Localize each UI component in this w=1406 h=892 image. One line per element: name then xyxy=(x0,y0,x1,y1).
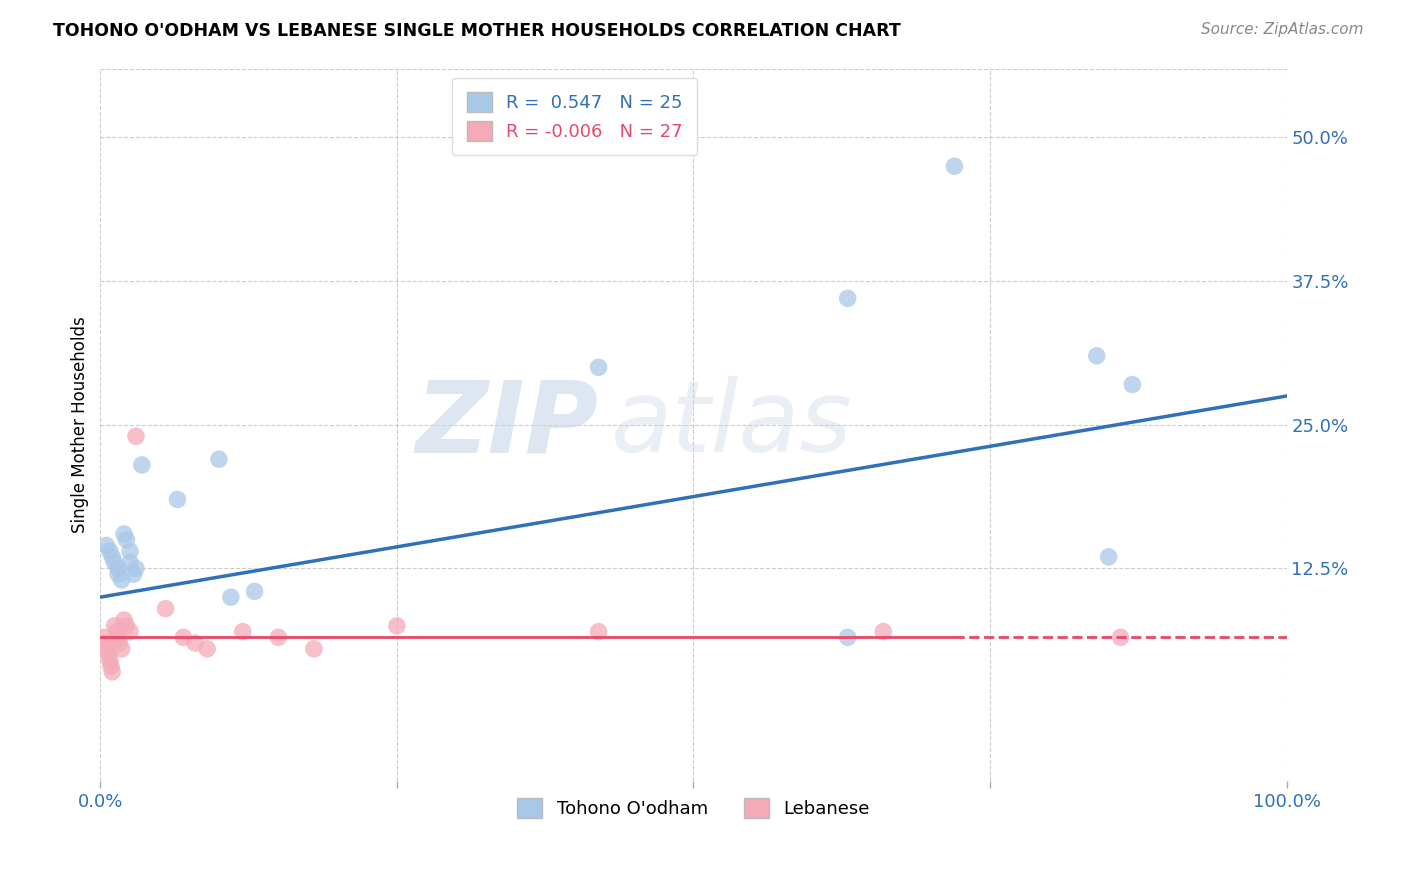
Point xyxy=(118,544,141,558)
Legend: Tohono O'odham, Lebanese: Tohono O'odham, Lebanese xyxy=(510,791,877,825)
Point xyxy=(166,492,188,507)
Point xyxy=(107,631,129,645)
Point xyxy=(155,601,177,615)
Point xyxy=(232,624,254,639)
Point xyxy=(107,561,129,575)
Point xyxy=(172,631,194,645)
Point xyxy=(837,291,859,305)
Point xyxy=(107,567,129,582)
Point xyxy=(872,624,894,639)
Point xyxy=(96,538,118,552)
Text: atlas: atlas xyxy=(610,376,852,474)
Point xyxy=(101,549,124,564)
Point xyxy=(122,567,145,582)
Point xyxy=(111,573,134,587)
Point xyxy=(131,458,153,472)
Point xyxy=(588,360,610,375)
Point xyxy=(219,590,242,604)
Point xyxy=(98,653,121,667)
Point xyxy=(96,636,118,650)
Point xyxy=(1109,631,1132,645)
Point xyxy=(98,544,121,558)
Point xyxy=(943,159,966,173)
Point xyxy=(103,556,125,570)
Point xyxy=(100,659,122,673)
Text: TOHONO O'ODHAM VS LEBANESE SINGLE MOTHER HOUSEHOLDS CORRELATION CHART: TOHONO O'ODHAM VS LEBANESE SINGLE MOTHER… xyxy=(53,22,901,40)
Point xyxy=(267,631,290,645)
Point xyxy=(115,619,138,633)
Point xyxy=(125,561,148,575)
Point xyxy=(837,631,859,645)
Point xyxy=(385,619,408,633)
Point xyxy=(111,641,134,656)
Point xyxy=(112,613,135,627)
Point xyxy=(101,665,124,679)
Point xyxy=(302,641,325,656)
Text: ZIP: ZIP xyxy=(416,376,599,474)
Point xyxy=(97,648,120,662)
Point xyxy=(105,624,128,639)
Point xyxy=(108,636,131,650)
Point xyxy=(1085,349,1108,363)
Point xyxy=(588,624,610,639)
Text: Source: ZipAtlas.com: Source: ZipAtlas.com xyxy=(1201,22,1364,37)
Point xyxy=(93,631,115,645)
Point xyxy=(195,641,218,656)
Point xyxy=(208,452,231,467)
Point xyxy=(118,556,141,570)
Point xyxy=(125,429,148,443)
Point xyxy=(1098,549,1121,564)
Point xyxy=(115,533,138,547)
Point xyxy=(1121,377,1143,392)
Point xyxy=(184,636,207,650)
Y-axis label: Single Mother Households: Single Mother Households xyxy=(72,317,89,533)
Point xyxy=(112,527,135,541)
Point xyxy=(103,619,125,633)
Point xyxy=(118,624,141,639)
Point xyxy=(243,584,266,599)
Point xyxy=(96,641,118,656)
